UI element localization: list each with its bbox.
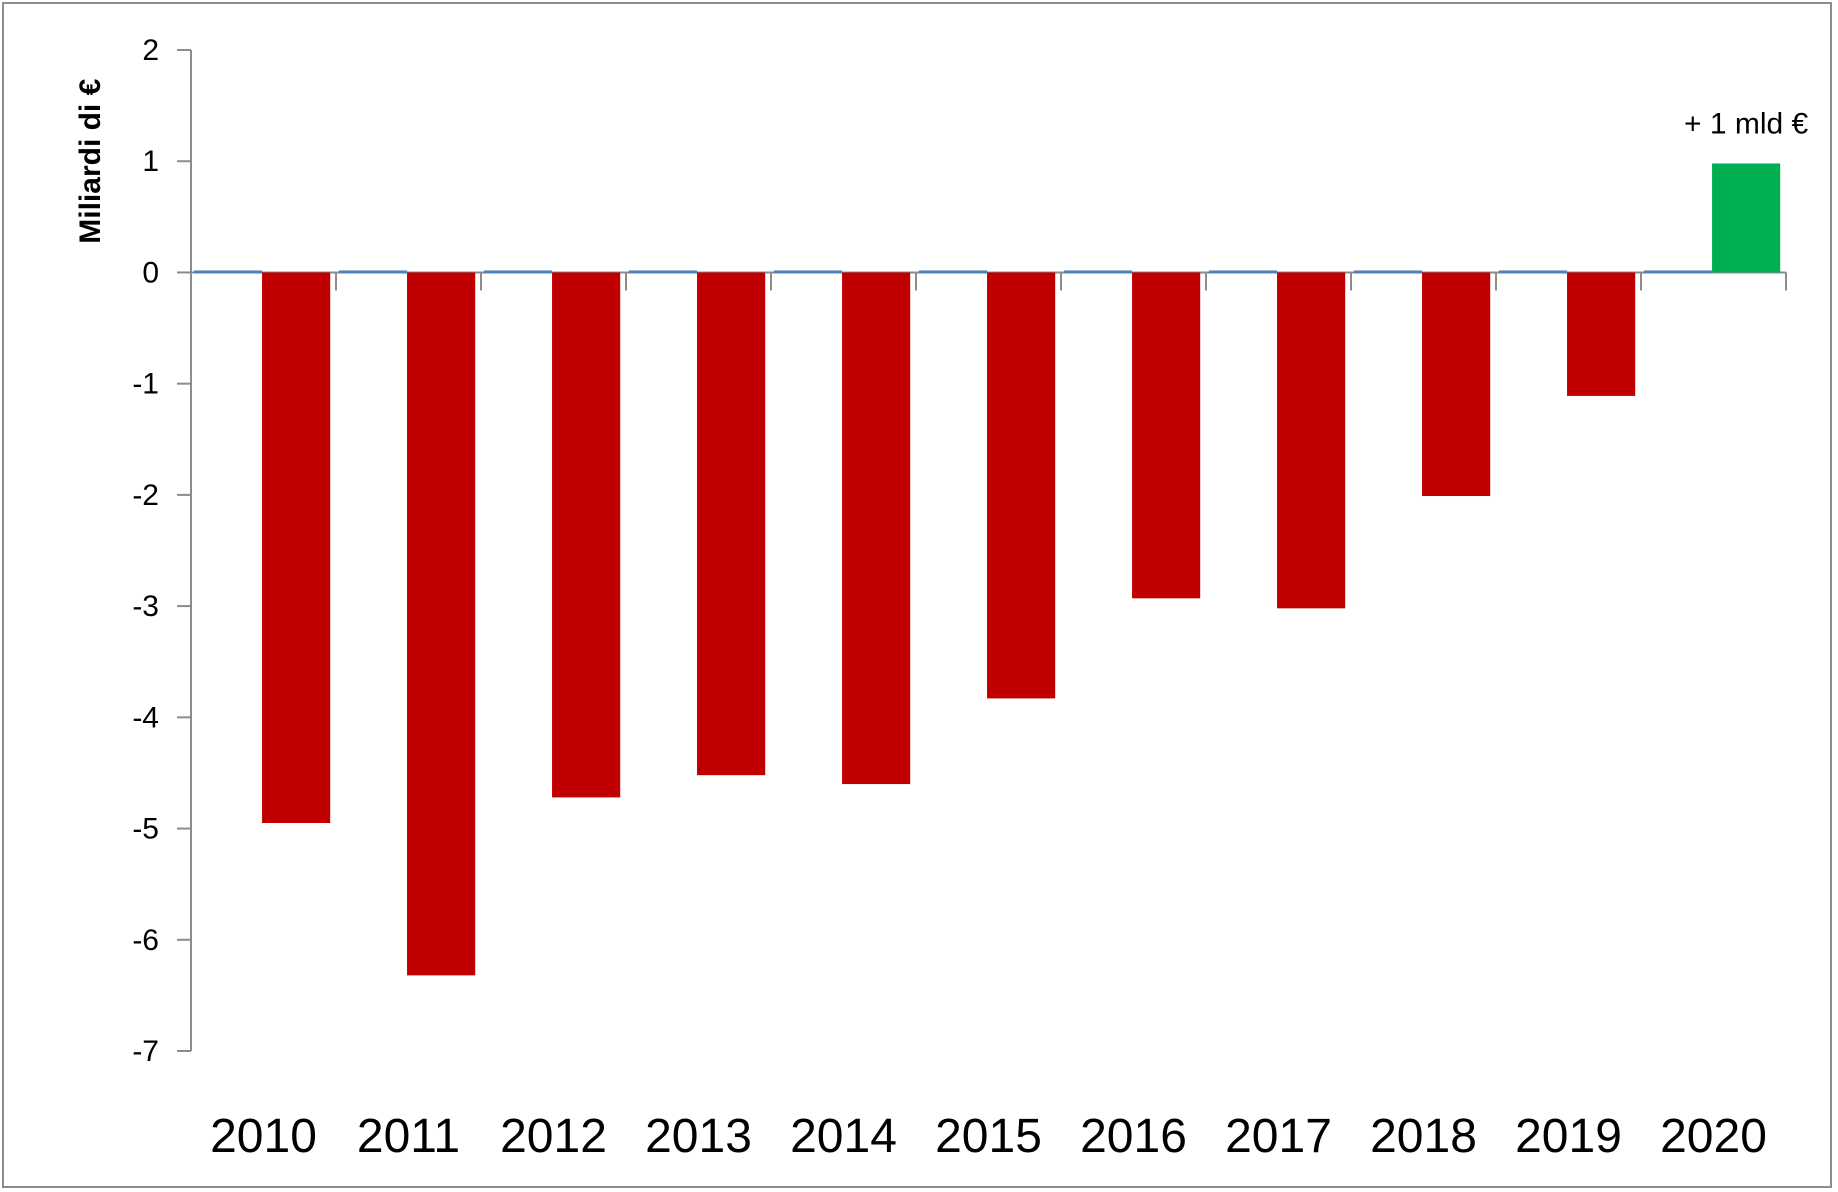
bar-zero-series xyxy=(773,270,843,274)
y-tick-label: -6 xyxy=(132,924,159,957)
bar-2015 xyxy=(987,272,1056,699)
y-tick-label: 0 xyxy=(142,256,159,289)
bar-zero-series xyxy=(1353,270,1423,274)
bar-zero-series xyxy=(1208,270,1278,274)
y-tick-label: -3 xyxy=(132,590,159,623)
bar-2011 xyxy=(407,272,476,976)
x-tick-label: 2012 xyxy=(500,1110,607,1163)
bar-2010 xyxy=(262,272,331,823)
bar-zero-series xyxy=(483,270,553,274)
bar-zero-series xyxy=(1063,270,1133,274)
y-tick-label: -1 xyxy=(132,368,159,401)
y-tick-label: -2 xyxy=(132,479,159,512)
y-tick-label: 1 xyxy=(142,145,159,178)
bar-zero-series xyxy=(1643,270,1713,274)
bar-2014 xyxy=(842,272,911,785)
x-tick-label: 2015 xyxy=(935,1110,1042,1163)
bar-zero-series xyxy=(628,270,698,274)
y-axis: 2 1 0 -1 -2 -3 -4 -5 -6 -7 xyxy=(132,34,192,1068)
annotations-group: + 1 mld € xyxy=(1684,107,1809,140)
x-tick-label: 2018 xyxy=(1370,1110,1477,1163)
bar-chart: Miliardi di € 2 1 0 -1 -2 -3 -4 -5 -6 -7 2010 2011… xyxy=(74,34,1809,1163)
x-tick-label: 2013 xyxy=(645,1110,752,1163)
bar-2016 xyxy=(1132,272,1201,599)
bar-zero-series xyxy=(1498,270,1568,274)
bar-2017 xyxy=(1277,272,1346,609)
y-tick-label: -5 xyxy=(132,813,159,846)
category-labels: 2010 2011 2012 2013 2014 2015 2016 2017 2018 2019… xyxy=(210,1110,1767,1163)
bar-zero-series xyxy=(918,270,988,274)
x-tick-label: 2019 xyxy=(1515,1110,1622,1163)
x-tick-label: 2014 xyxy=(790,1110,897,1163)
bar-zero-series xyxy=(193,270,263,274)
x-tick-label: 2016 xyxy=(1080,1110,1187,1163)
bar-2019 xyxy=(1567,272,1636,396)
bars-group xyxy=(193,163,1781,976)
y-tick-label: 2 xyxy=(142,34,159,67)
x-tick-label: 2011 xyxy=(357,1110,460,1163)
annotation-label: + 1 mld € xyxy=(1684,107,1809,140)
x-tick-label: 2010 xyxy=(210,1110,317,1163)
bar-2012 xyxy=(552,272,621,798)
y-tick-label: -4 xyxy=(132,701,159,734)
x-tick-label: 2020 xyxy=(1660,1110,1767,1163)
bar-2018 xyxy=(1422,272,1491,497)
bar-2013 xyxy=(697,272,766,776)
x-tick-label: 2017 xyxy=(1225,1110,1332,1163)
bar-2020 xyxy=(1712,163,1781,273)
y-axis-title: Miliardi di € xyxy=(74,78,107,243)
bar-zero-series xyxy=(338,270,408,274)
y-tick-label: -7 xyxy=(132,1035,159,1068)
